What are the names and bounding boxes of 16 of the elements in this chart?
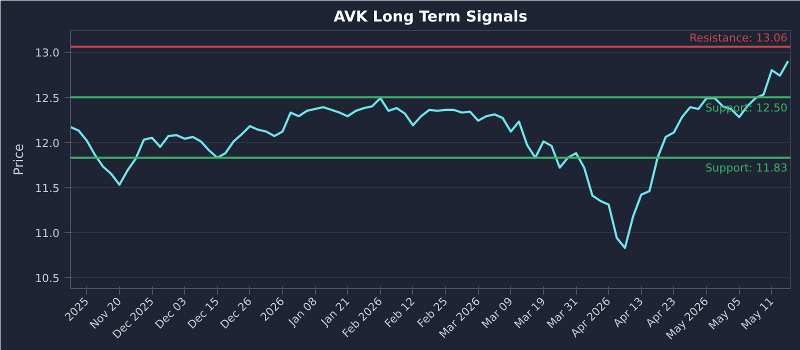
chart-title: AVK Long Term Signals	[334, 8, 528, 26]
x-tick-label: Mar 09	[479, 294, 516, 332]
y-tick-label: 13.0	[35, 46, 60, 60]
y-axis-title: Price	[12, 144, 28, 176]
x-tick-label: Apr 13	[610, 294, 646, 330]
y-tick-label: 11.5	[35, 182, 60, 195]
x-tick-label: Feb 12	[382, 294, 418, 330]
line-series	[70, 60, 790, 250]
ref-line-label: Resistance: 13.06	[690, 32, 788, 45]
y-tick-label: 10.5	[35, 272, 60, 286]
y-tick-label: 12.0	[35, 136, 60, 150]
y-tick-label: 12.5	[35, 92, 60, 105]
ref-line-label: Support: 11.83	[705, 162, 788, 175]
x-tick-label: Dec 26	[218, 294, 254, 332]
x-tick-label: Jan 08	[285, 294, 320, 330]
y-tick-label: 11.0	[35, 227, 60, 240]
